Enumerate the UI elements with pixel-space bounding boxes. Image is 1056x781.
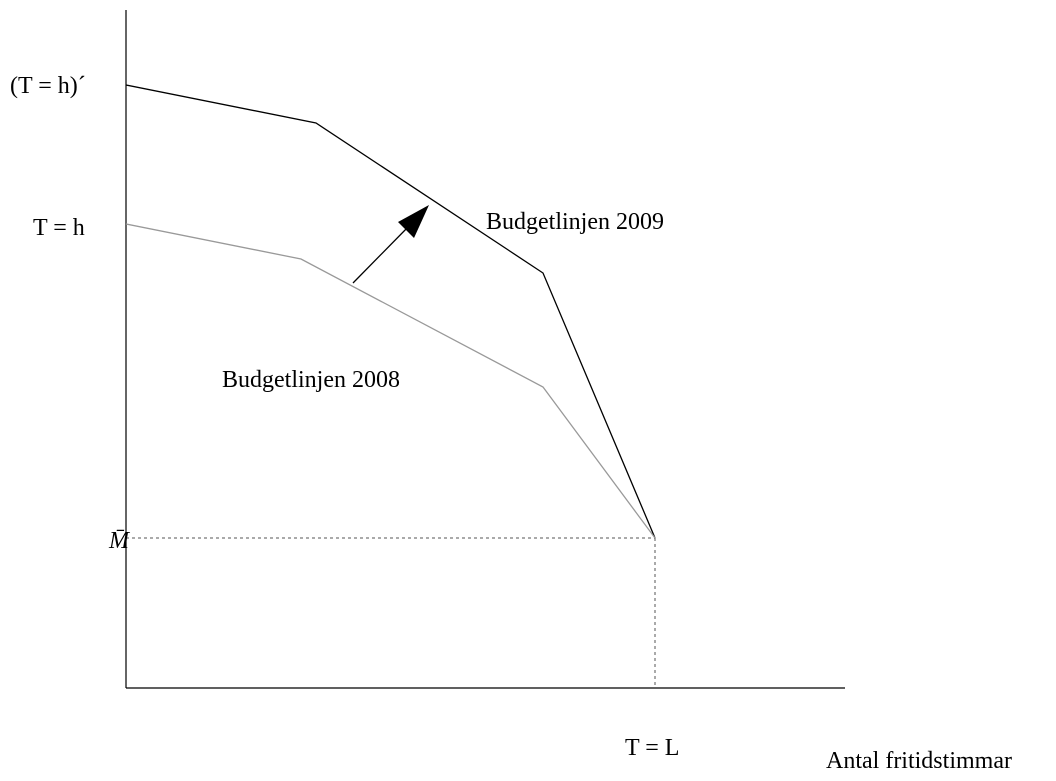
y-label-top: (T = h)´ (10, 73, 86, 99)
shift-arrow-head (398, 205, 429, 238)
line-label-2008: Budgetlinjen 2008 (222, 367, 400, 393)
shift-arrow-shaft (352, 224, 411, 284)
budget-line-2009 (125, 84, 656, 539)
line-label-2009: Budgetlinjen 2009 (486, 209, 664, 235)
budget-line-2008 (125, 223, 656, 539)
y-label-bottom: M̄ (108, 528, 131, 554)
x-label-point: T = L (625, 735, 679, 761)
x-axis-title: Antal fritidstimmar (826, 748, 1012, 774)
y-label-middle: T = h (33, 215, 85, 241)
